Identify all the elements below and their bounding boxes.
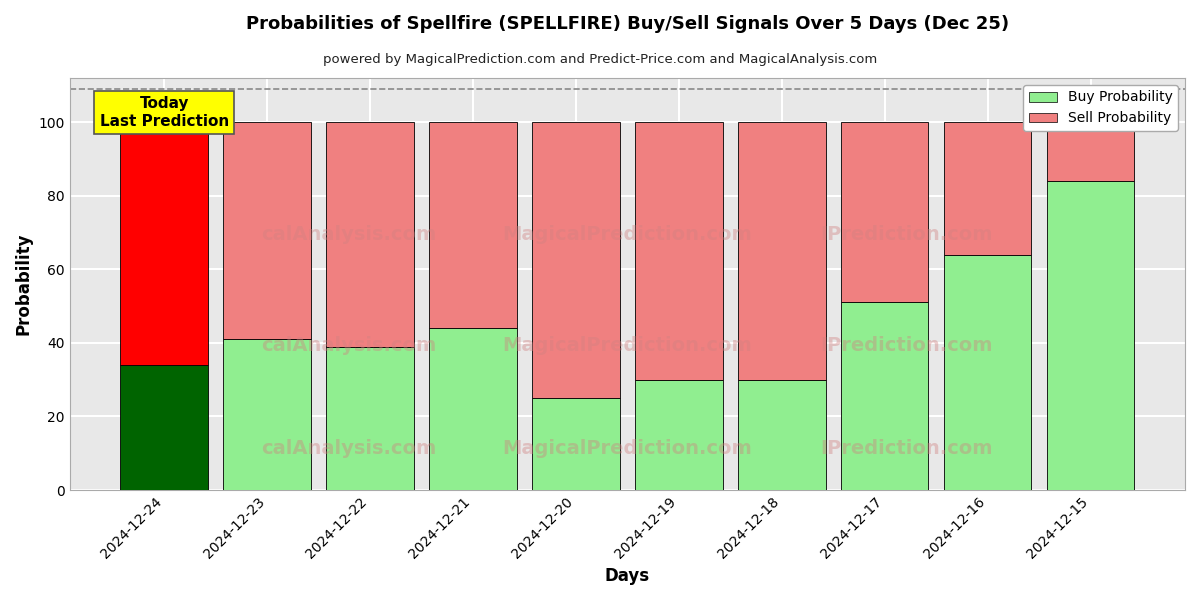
Bar [430, 122, 517, 328]
Bar [532, 122, 619, 398]
Text: calAnalysis.com: calAnalysis.com [260, 439, 437, 458]
Text: calAnalysis.com: calAnalysis.com [260, 337, 437, 355]
Bar [326, 347, 414, 490]
Bar [944, 122, 1031, 254]
Bar [738, 380, 826, 490]
Bar [841, 122, 929, 302]
Text: MagicalPrediction.com: MagicalPrediction.com [503, 337, 752, 355]
Bar [841, 302, 929, 490]
Text: IPrediction.com: IPrediction.com [820, 439, 992, 458]
Bar [223, 122, 311, 339]
Legend: Buy Probability, Sell Probability: Buy Probability, Sell Probability [1024, 85, 1178, 131]
Text: IPrediction.com: IPrediction.com [820, 337, 992, 355]
Bar [1046, 181, 1134, 490]
Text: powered by MagicalPrediction.com and Predict-Price.com and MagicalAnalysis.com: powered by MagicalPrediction.com and Pre… [323, 53, 877, 66]
Bar [635, 122, 722, 380]
Y-axis label: Probability: Probability [14, 233, 34, 335]
Title: Probabilities of Spellfire (SPELLFIRE) Buy/Sell Signals Over 5 Days (Dec 25): Probabilities of Spellfire (SPELLFIRE) B… [246, 16, 1009, 34]
Bar [430, 328, 517, 490]
Bar [326, 122, 414, 347]
Bar [120, 122, 208, 365]
Bar [1046, 122, 1134, 181]
Bar [738, 122, 826, 380]
Bar [532, 398, 619, 490]
Bar [120, 365, 208, 490]
X-axis label: Days: Days [605, 567, 650, 585]
Text: MagicalPrediction.com: MagicalPrediction.com [503, 225, 752, 244]
Text: Today
Last Prediction: Today Last Prediction [100, 97, 229, 129]
Bar [635, 380, 722, 490]
Text: IPrediction.com: IPrediction.com [820, 225, 992, 244]
Bar [944, 254, 1031, 490]
Text: calAnalysis.com: calAnalysis.com [260, 225, 437, 244]
Bar [223, 339, 311, 490]
Text: MagicalPrediction.com: MagicalPrediction.com [503, 439, 752, 458]
